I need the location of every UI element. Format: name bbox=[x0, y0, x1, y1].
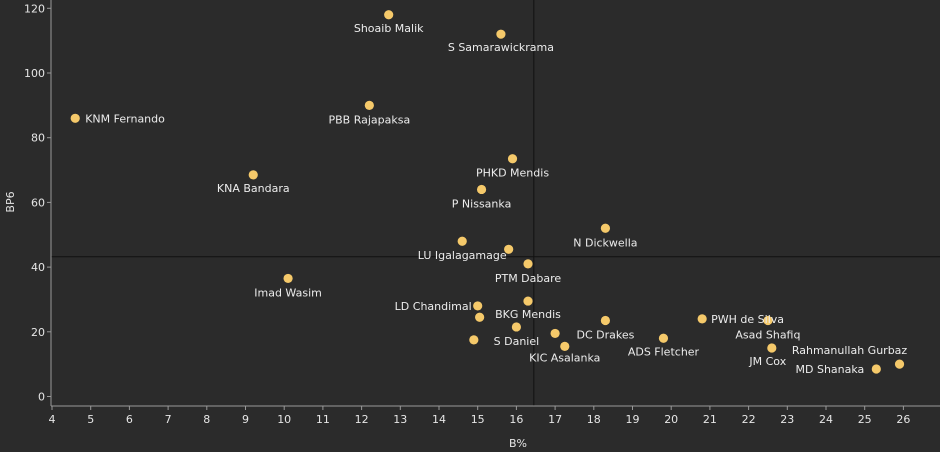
x-tick-label: 19 bbox=[626, 413, 640, 426]
data-point bbox=[248, 170, 258, 180]
point-label: PTM Dabare bbox=[495, 272, 562, 285]
data-point bbox=[511, 322, 521, 332]
y-tick-label: 40 bbox=[31, 261, 45, 274]
data-point bbox=[504, 244, 514, 254]
y-tick-label: 100 bbox=[24, 67, 45, 80]
x-tick-label: 5 bbox=[87, 413, 94, 426]
data-point bbox=[70, 113, 80, 123]
x-tick-label: 16 bbox=[509, 413, 523, 426]
data-point bbox=[476, 184, 487, 195]
point-label: P Nissanka bbox=[452, 197, 512, 210]
data-point bbox=[767, 343, 777, 353]
x-tick-label: 12 bbox=[355, 413, 369, 426]
x-tick-label: 22 bbox=[742, 413, 756, 426]
x-tick-label: 14 bbox=[432, 413, 446, 426]
y-tick-label: 60 bbox=[31, 196, 45, 209]
point-label: KNA Bandara bbox=[217, 182, 290, 195]
x-tick-label: 9 bbox=[242, 413, 249, 426]
data-point bbox=[283, 273, 293, 284]
x-tick-label: 18 bbox=[587, 413, 601, 426]
data-point bbox=[658, 333, 669, 343]
point-label: LD Chandimal bbox=[395, 300, 472, 313]
data-point bbox=[600, 223, 611, 233]
data-point bbox=[384, 10, 394, 20]
point-label: Imad Wasim bbox=[254, 286, 322, 299]
point-label: Shoaib Malik bbox=[354, 22, 424, 35]
point-label: LU Igalagamage bbox=[418, 249, 507, 262]
point-label: PWH de Silva bbox=[711, 313, 784, 326]
y-axis-title: BP6 bbox=[4, 191, 17, 212]
x-tick-label: 13 bbox=[393, 413, 407, 426]
data-point bbox=[507, 154, 518, 164]
point-label: N Dickwella bbox=[573, 236, 637, 249]
x-tick-label: 17 bbox=[548, 413, 562, 426]
x-tick-label: 7 bbox=[165, 413, 172, 426]
point-label: S Daniel bbox=[494, 335, 540, 348]
point-label: BKG Mendis bbox=[495, 308, 561, 321]
data-point bbox=[560, 341, 570, 351]
data-point bbox=[600, 315, 611, 326]
data-point bbox=[475, 312, 485, 322]
point-label: S Samarawickrama bbox=[448, 41, 554, 54]
data-point bbox=[763, 315, 773, 326]
x-tick-label: 23 bbox=[780, 413, 794, 426]
data-point bbox=[364, 100, 374, 110]
point-label: KNM Fernando bbox=[85, 112, 165, 125]
data-point bbox=[473, 301, 483, 311]
x-axis-title: B% bbox=[509, 437, 527, 450]
x-tick-label: 25 bbox=[858, 413, 872, 426]
x-tick-label: 8 bbox=[203, 413, 210, 426]
x-tick-label: 21 bbox=[703, 413, 717, 426]
y-tick-label: 20 bbox=[31, 326, 45, 339]
point-label: JM Cox bbox=[748, 355, 786, 368]
data-point bbox=[496, 29, 506, 39]
point-label: ADS Fletcher bbox=[628, 345, 700, 358]
point-label: Asad Shafiq bbox=[735, 328, 800, 341]
data-point bbox=[697, 314, 707, 324]
data-point bbox=[871, 364, 881, 374]
point-label: PHKD Mendis bbox=[476, 167, 549, 180]
x-tick-label: 24 bbox=[819, 413, 833, 426]
x-tick-label: 6 bbox=[126, 413, 133, 426]
data-point bbox=[894, 359, 905, 369]
data-point bbox=[550, 328, 560, 339]
data-point bbox=[523, 259, 533, 269]
point-label: DC Drakes bbox=[576, 328, 634, 341]
data-point bbox=[469, 335, 479, 345]
x-tick-label: 4 bbox=[49, 413, 56, 426]
x-tick-label: 10 bbox=[277, 413, 291, 426]
point-label: KIC Asalanka bbox=[529, 351, 600, 364]
point-label: PBB Rajapaksa bbox=[328, 113, 410, 126]
y-tick-label: 120 bbox=[24, 2, 45, 15]
x-tick-label: 15 bbox=[471, 413, 485, 426]
x-tick-label: 26 bbox=[896, 413, 910, 426]
point-label: MD Shanaka bbox=[796, 363, 865, 376]
y-tick-label: 80 bbox=[31, 132, 45, 145]
point-label: Rahmanullah Gurbaz bbox=[792, 344, 908, 357]
y-tick-label: 0 bbox=[38, 391, 45, 404]
data-point bbox=[457, 236, 467, 246]
x-tick-label: 11 bbox=[316, 413, 330, 426]
x-tick-label: 20 bbox=[664, 413, 678, 426]
data-point bbox=[523, 296, 533, 306]
